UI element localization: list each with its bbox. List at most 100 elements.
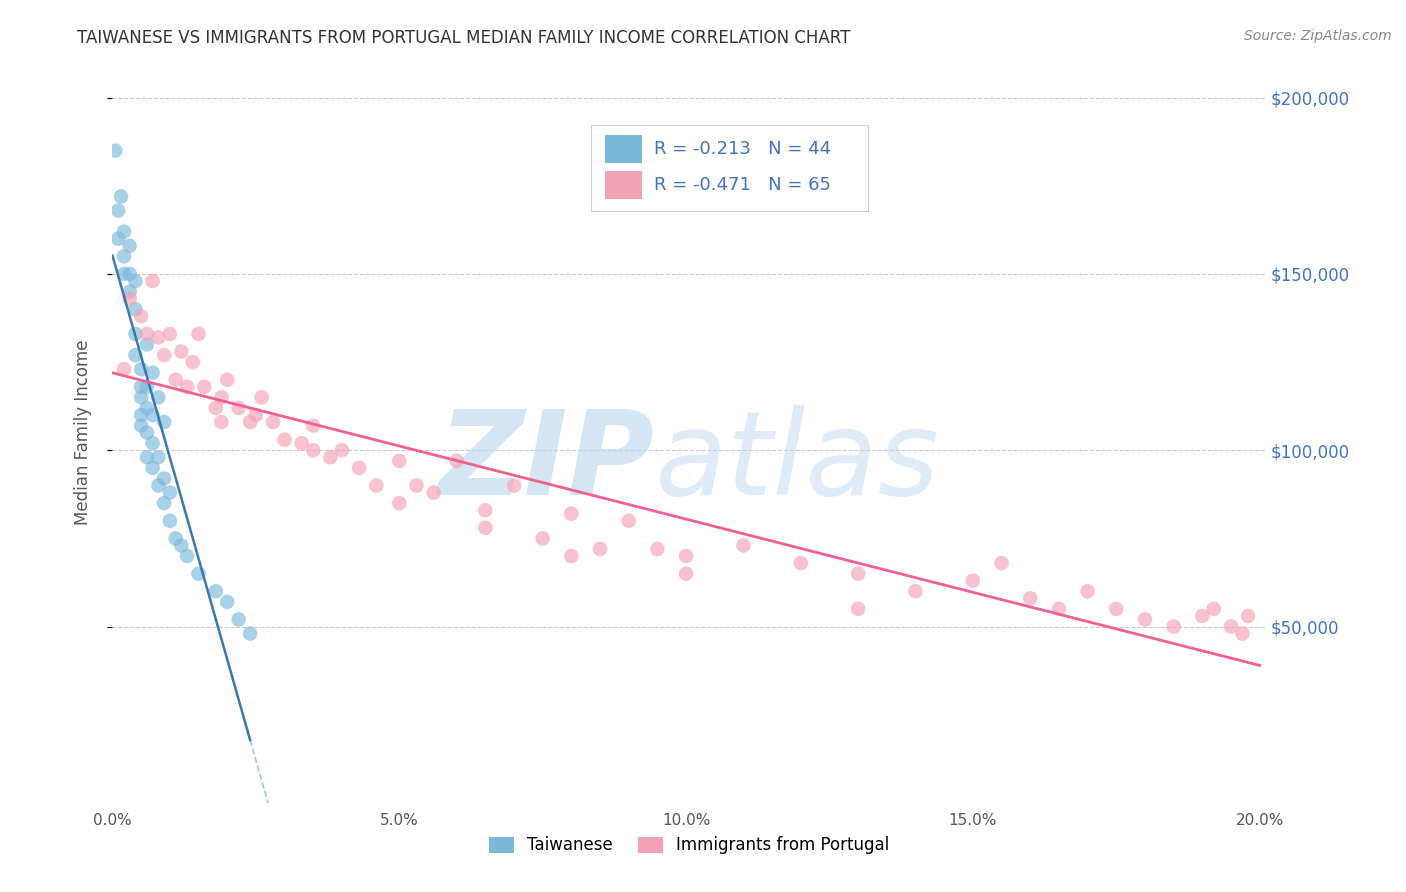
FancyBboxPatch shape bbox=[605, 170, 641, 199]
Text: atlas: atlas bbox=[654, 405, 939, 519]
Point bbox=[176, 549, 198, 563]
Point bbox=[104, 144, 127, 158]
Point bbox=[142, 366, 165, 380]
Point bbox=[405, 478, 427, 492]
Point bbox=[422, 485, 444, 500]
Point bbox=[1163, 619, 1185, 633]
Point bbox=[153, 471, 176, 485]
Point bbox=[153, 415, 176, 429]
Point bbox=[148, 390, 170, 404]
Text: Source: ZipAtlas.com: Source: ZipAtlas.com bbox=[1244, 29, 1392, 43]
Point bbox=[124, 348, 146, 362]
Point bbox=[112, 267, 135, 281]
Point bbox=[118, 239, 141, 253]
Point bbox=[962, 574, 984, 588]
Point bbox=[446, 454, 468, 468]
Point bbox=[153, 496, 176, 510]
Point bbox=[187, 326, 209, 341]
Point bbox=[124, 274, 146, 288]
Point bbox=[1019, 591, 1042, 606]
Point bbox=[181, 355, 204, 369]
Point bbox=[1237, 609, 1260, 624]
Point bbox=[262, 415, 284, 429]
Point bbox=[228, 612, 250, 626]
Point bbox=[211, 415, 233, 429]
Point bbox=[142, 408, 165, 422]
Point bbox=[135, 337, 157, 351]
Point bbox=[366, 478, 388, 492]
Point bbox=[1077, 584, 1099, 599]
Point bbox=[474, 503, 496, 517]
Point bbox=[129, 408, 152, 422]
Point bbox=[302, 418, 325, 433]
FancyBboxPatch shape bbox=[605, 135, 641, 163]
Point bbox=[129, 390, 152, 404]
Point bbox=[675, 566, 697, 581]
Point bbox=[474, 521, 496, 535]
Point bbox=[129, 418, 152, 433]
Point bbox=[129, 380, 152, 394]
Point bbox=[560, 507, 582, 521]
Point bbox=[1220, 619, 1243, 633]
FancyBboxPatch shape bbox=[591, 126, 868, 211]
Point bbox=[118, 285, 141, 299]
Point bbox=[330, 443, 353, 458]
Point bbox=[531, 532, 554, 546]
Y-axis label: Median Family Income: Median Family Income bbox=[73, 340, 91, 525]
Point bbox=[846, 602, 869, 616]
Point bbox=[904, 584, 927, 599]
Point bbox=[170, 538, 193, 552]
Point bbox=[245, 408, 267, 422]
Point bbox=[503, 478, 526, 492]
Point bbox=[124, 302, 146, 317]
Point bbox=[165, 532, 187, 546]
Point bbox=[1191, 609, 1213, 624]
Point bbox=[204, 584, 226, 599]
Point bbox=[129, 310, 152, 324]
Point bbox=[217, 373, 239, 387]
Point bbox=[250, 390, 273, 404]
Point bbox=[388, 496, 411, 510]
Point bbox=[589, 541, 612, 556]
Point bbox=[790, 556, 813, 570]
Point bbox=[135, 326, 157, 341]
Point bbox=[124, 326, 146, 341]
Point bbox=[211, 390, 233, 404]
Point bbox=[302, 443, 325, 458]
Point bbox=[135, 450, 157, 465]
Point bbox=[560, 549, 582, 563]
Point bbox=[159, 514, 181, 528]
Point bbox=[733, 538, 755, 552]
Point bbox=[319, 450, 342, 465]
Text: ZIP: ZIP bbox=[439, 405, 654, 520]
Point bbox=[142, 274, 165, 288]
Point bbox=[118, 267, 141, 281]
Point bbox=[135, 425, 157, 440]
Point bbox=[107, 232, 129, 246]
Point bbox=[217, 595, 239, 609]
Point bbox=[1047, 602, 1070, 616]
Point bbox=[159, 485, 181, 500]
Point bbox=[142, 436, 165, 450]
Point bbox=[170, 344, 193, 359]
Point bbox=[135, 401, 157, 415]
Point bbox=[118, 292, 141, 306]
Point bbox=[110, 189, 132, 203]
Point bbox=[129, 362, 152, 376]
Point bbox=[135, 380, 157, 394]
Point bbox=[675, 549, 697, 563]
Point bbox=[617, 514, 640, 528]
Point bbox=[176, 380, 198, 394]
Point bbox=[148, 478, 170, 492]
Point bbox=[193, 380, 215, 394]
Point bbox=[239, 626, 262, 640]
Point bbox=[204, 401, 226, 415]
Point bbox=[347, 461, 370, 475]
Point bbox=[187, 566, 209, 581]
Point bbox=[239, 415, 262, 429]
Point bbox=[1232, 626, 1254, 640]
Point bbox=[159, 326, 181, 341]
Point bbox=[647, 541, 669, 556]
Point bbox=[1105, 602, 1128, 616]
Point bbox=[148, 330, 170, 344]
